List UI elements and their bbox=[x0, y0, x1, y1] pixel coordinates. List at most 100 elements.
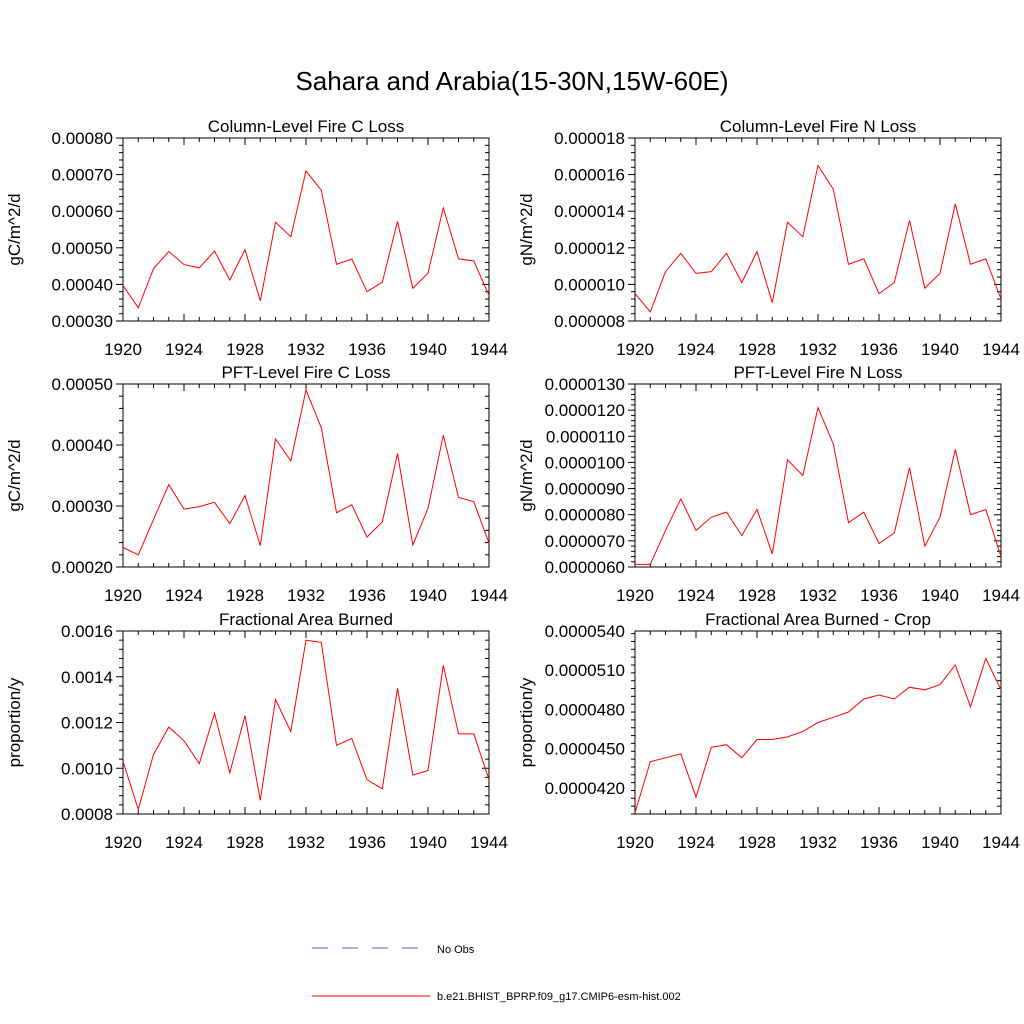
y-tick-label: 0.000010 bbox=[554, 275, 625, 294]
y-axis-label: gN/m^2/d bbox=[517, 439, 536, 511]
y-tick-label: 0.00050 bbox=[52, 239, 113, 258]
y-tick-label: 0.0000480 bbox=[545, 700, 625, 719]
chart-panel-3: PFT-Level Fire C Loss gC/m^2/d 1920 1924 192… bbox=[5, 363, 508, 605]
x-tick-label: 1928 bbox=[738, 586, 776, 605]
x-tick-label: 1944 bbox=[982, 340, 1020, 359]
y-tick-label: 0.0000110 bbox=[546, 427, 625, 446]
y-tick-label: 0.000018 bbox=[554, 129, 625, 148]
y-tick-label: 0.000008 bbox=[554, 312, 625, 331]
x-tick-label: 1924 bbox=[165, 340, 203, 359]
x-tick-label: 1932 bbox=[287, 833, 325, 852]
x-tick-label: 1920 bbox=[616, 833, 654, 852]
y-tick-label: 0.0010 bbox=[61, 759, 113, 778]
x-tick-label: 1924 bbox=[677, 340, 715, 359]
y-tick-label: 0.000014 bbox=[554, 202, 625, 221]
x-tick-label: 1940 bbox=[921, 340, 959, 359]
x-tick-label: 1932 bbox=[287, 586, 325, 605]
x-tick-label: 1924 bbox=[165, 833, 203, 852]
chart-panel-5: Fractional Area Burned proportion/y 1920 19… bbox=[5, 610, 508, 852]
y-axis-label: proportion/y bbox=[5, 677, 24, 767]
y-tick-label: 0.0000510 bbox=[545, 661, 625, 680]
panel-title: Fractional Area Burned - Crop bbox=[705, 610, 931, 629]
y-tick-label: 0.0016 bbox=[61, 622, 113, 641]
x-tick-label: 1932 bbox=[799, 833, 837, 852]
chart-panel-1: Column-Level Fire C Loss gC/m^2/d 1920 1924… bbox=[5, 117, 508, 359]
x-tick-label: 1936 bbox=[860, 340, 898, 359]
x-tick-label: 1936 bbox=[860, 586, 898, 605]
x-tick-label: 1940 bbox=[409, 833, 447, 852]
x-tick-label: 1940 bbox=[409, 340, 447, 359]
x-tick-label: 1920 bbox=[616, 586, 654, 605]
plot-frame bbox=[122, 137, 490, 322]
x-tick-label: 1920 bbox=[104, 833, 142, 852]
x-tick-label: 1936 bbox=[348, 833, 386, 852]
y-axis-label: proportion/y bbox=[517, 677, 536, 767]
y-tick-label: 0.00020 bbox=[52, 558, 113, 577]
x-tick-label: 1932 bbox=[799, 586, 837, 605]
x-tick-label: 1924 bbox=[165, 586, 203, 605]
x-tick-label: 1936 bbox=[348, 586, 386, 605]
y-tick-label: 0.000012 bbox=[554, 239, 625, 258]
y-tick-label: 0.0000080 bbox=[545, 506, 625, 525]
legend: No Obs b.e21.BHIST_BPRP.f09_g17.CMIP6-es… bbox=[312, 944, 681, 1003]
x-tick-label: 1924 bbox=[677, 833, 715, 852]
series-line bbox=[122, 169, 490, 309]
y-tick-label: 0.00040 bbox=[52, 275, 113, 294]
y-tick-label: 0.0014 bbox=[61, 668, 113, 687]
panel-title: PFT-Level Fire N Loss bbox=[733, 363, 902, 382]
x-tick-label: 1932 bbox=[287, 340, 325, 359]
y-axis-label: gN/m^2/d bbox=[517, 193, 536, 265]
x-tick-label: 1928 bbox=[738, 833, 776, 852]
x-tick-label: 1944 bbox=[982, 586, 1020, 605]
series-line bbox=[122, 388, 490, 556]
y-tick-label: 0.0000060 bbox=[545, 558, 625, 577]
y-tick-label: 0.00070 bbox=[52, 166, 113, 185]
x-tick-label: 1936 bbox=[860, 833, 898, 852]
x-tick-label: 1920 bbox=[104, 586, 142, 605]
y-tick-label: 0.0000540 bbox=[545, 622, 625, 641]
x-tick-label: 1932 bbox=[799, 340, 837, 359]
y-tick-label: 0.0000130 bbox=[545, 375, 625, 394]
series-line bbox=[635, 405, 1002, 565]
y-tick-label: 0.00060 bbox=[52, 202, 113, 221]
plot-frame bbox=[122, 383, 490, 568]
legend-obs-label: No Obs bbox=[437, 944, 475, 956]
series-line bbox=[634, 164, 1002, 313]
y-tick-label: 0.0000120 bbox=[545, 401, 625, 420]
y-tick-label: 0.0000090 bbox=[545, 480, 625, 499]
y-tick-label: 0.000016 bbox=[554, 166, 625, 185]
x-tick-label: 1944 bbox=[982, 833, 1020, 852]
x-tick-label: 1940 bbox=[409, 586, 447, 605]
y-tick-label: 0.0008 bbox=[61, 805, 113, 824]
x-tick-label: 1940 bbox=[921, 586, 959, 605]
y-tick-label: 0.0012 bbox=[61, 714, 113, 733]
y-tick-label: 0.0000070 bbox=[545, 532, 625, 551]
x-tick-label: 1928 bbox=[738, 340, 776, 359]
series-line bbox=[122, 639, 490, 812]
y-tick-label: 0.00030 bbox=[52, 312, 113, 331]
x-tick-label: 1928 bbox=[226, 833, 264, 852]
chart-panel-2: Column-Level Fire N Loss gN/m^2/d 1920 1924… bbox=[517, 117, 1020, 359]
y-tick-label: 0.00050 bbox=[52, 375, 113, 394]
x-tick-label: 1924 bbox=[677, 586, 715, 605]
x-tick-label: 1940 bbox=[921, 833, 959, 852]
x-tick-label: 1944 bbox=[470, 586, 508, 605]
plot-frame bbox=[634, 383, 1002, 568]
panel-title: Column-Level Fire N Loss bbox=[720, 117, 917, 136]
y-tick-label: 0.0000420 bbox=[545, 779, 625, 798]
chart-panel-6: Fractional Area Burned - Crop proportion/… bbox=[517, 610, 1020, 852]
y-tick-label: 0.00040 bbox=[52, 436, 113, 455]
chart-panel-4: PFT-Level Fire N Loss gN/m^2/d 1920 1924 192… bbox=[517, 363, 1020, 605]
y-tick-label: 0.0000100 bbox=[545, 453, 625, 472]
y-tick-label: 0.00080 bbox=[52, 129, 113, 148]
x-tick-label: 1920 bbox=[104, 340, 142, 359]
panel-title: Fractional Area Burned bbox=[219, 610, 393, 629]
legend-model-label: b.e21.BHIST_BPRP.f09_g17.CMIP6-esm-hist.… bbox=[437, 991, 681, 1003]
x-tick-label: 1936 bbox=[348, 340, 386, 359]
x-tick-label: 1920 bbox=[616, 340, 654, 359]
panel-title: Column-Level Fire C Loss bbox=[208, 117, 405, 136]
x-tick-label: 1944 bbox=[470, 340, 508, 359]
y-axis-label: gC/m^2/d bbox=[5, 193, 24, 265]
x-tick-label: 1928 bbox=[226, 340, 264, 359]
